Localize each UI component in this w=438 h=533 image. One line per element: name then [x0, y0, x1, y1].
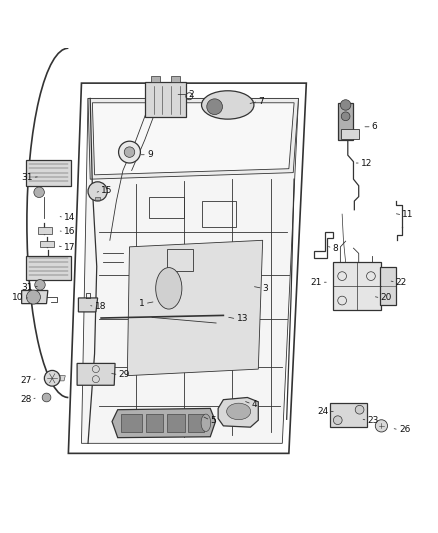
Text: 24: 24 [317, 407, 328, 416]
Ellipse shape [226, 403, 251, 420]
Ellipse shape [201, 91, 254, 119]
Text: 22: 22 [396, 278, 407, 287]
Text: 20: 20 [381, 294, 392, 302]
Polygon shape [81, 99, 298, 443]
Polygon shape [151, 76, 160, 82]
Polygon shape [338, 103, 353, 140]
Text: 28: 28 [20, 395, 31, 403]
Circle shape [35, 280, 45, 290]
Polygon shape [26, 159, 71, 185]
Text: 27: 27 [20, 376, 31, 384]
Polygon shape [95, 197, 100, 200]
Polygon shape [88, 99, 298, 179]
Text: 17: 17 [64, 243, 75, 252]
Text: 7: 7 [258, 97, 264, 106]
Text: 13: 13 [237, 314, 248, 324]
Text: 3: 3 [263, 284, 268, 293]
Text: 6: 6 [372, 122, 378, 131]
Polygon shape [77, 364, 115, 385]
Polygon shape [52, 375, 65, 381]
Circle shape [26, 290, 40, 304]
Polygon shape [167, 414, 185, 432]
Text: 15: 15 [101, 186, 113, 195]
Polygon shape [40, 241, 54, 247]
Polygon shape [26, 256, 71, 280]
Polygon shape [330, 403, 367, 427]
Text: 21: 21 [310, 278, 321, 287]
Text: 11: 11 [403, 211, 414, 220]
Text: 12: 12 [361, 158, 372, 167]
Text: 18: 18 [95, 302, 106, 311]
Polygon shape [92, 103, 294, 175]
Polygon shape [332, 262, 381, 310]
Circle shape [375, 420, 388, 432]
Circle shape [124, 147, 135, 157]
Text: 26: 26 [399, 425, 410, 434]
Circle shape [341, 112, 350, 120]
Text: 16: 16 [64, 227, 75, 236]
Text: 23: 23 [367, 416, 379, 425]
Text: 10: 10 [12, 294, 24, 302]
Text: 2: 2 [188, 90, 194, 99]
Polygon shape [188, 414, 204, 432]
Text: 31: 31 [21, 283, 32, 292]
Polygon shape [218, 398, 258, 427]
Polygon shape [41, 258, 55, 263]
Text: 1: 1 [139, 299, 145, 308]
Polygon shape [112, 408, 215, 438]
Circle shape [333, 416, 342, 425]
Circle shape [34, 187, 44, 198]
Polygon shape [341, 129, 359, 139]
Text: 9: 9 [147, 150, 153, 159]
Circle shape [119, 141, 141, 163]
Polygon shape [121, 414, 142, 432]
Polygon shape [127, 240, 263, 376]
Polygon shape [21, 290, 48, 304]
Circle shape [42, 393, 51, 402]
Text: 4: 4 [252, 400, 258, 408]
Text: 8: 8 [332, 244, 338, 253]
Circle shape [207, 99, 223, 115]
Circle shape [88, 182, 107, 201]
Polygon shape [171, 76, 180, 82]
Circle shape [355, 405, 364, 414]
Polygon shape [145, 82, 186, 117]
Polygon shape [146, 414, 163, 432]
Circle shape [340, 100, 351, 110]
Polygon shape [380, 268, 396, 305]
Text: 5: 5 [210, 416, 216, 425]
Text: 29: 29 [119, 370, 130, 379]
Ellipse shape [201, 414, 211, 432]
Text: 31: 31 [21, 173, 32, 182]
Text: 14: 14 [64, 213, 75, 222]
Circle shape [44, 370, 60, 386]
Polygon shape [38, 227, 52, 234]
Ellipse shape [155, 268, 182, 309]
Polygon shape [78, 298, 98, 312]
